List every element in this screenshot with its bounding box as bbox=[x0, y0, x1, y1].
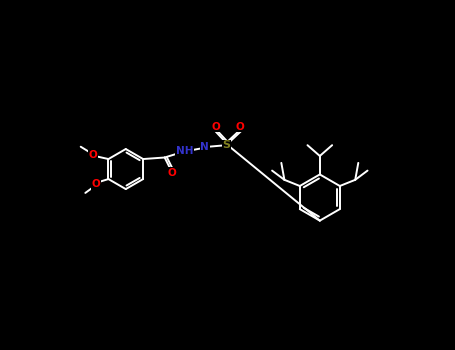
Text: O: O bbox=[89, 150, 97, 160]
Text: O: O bbox=[168, 168, 177, 178]
Text: O: O bbox=[236, 122, 244, 132]
Text: O: O bbox=[211, 122, 220, 132]
Text: NH: NH bbox=[176, 146, 193, 155]
Text: N: N bbox=[200, 142, 209, 152]
Text: O: O bbox=[92, 180, 101, 189]
Text: S: S bbox=[222, 140, 230, 150]
